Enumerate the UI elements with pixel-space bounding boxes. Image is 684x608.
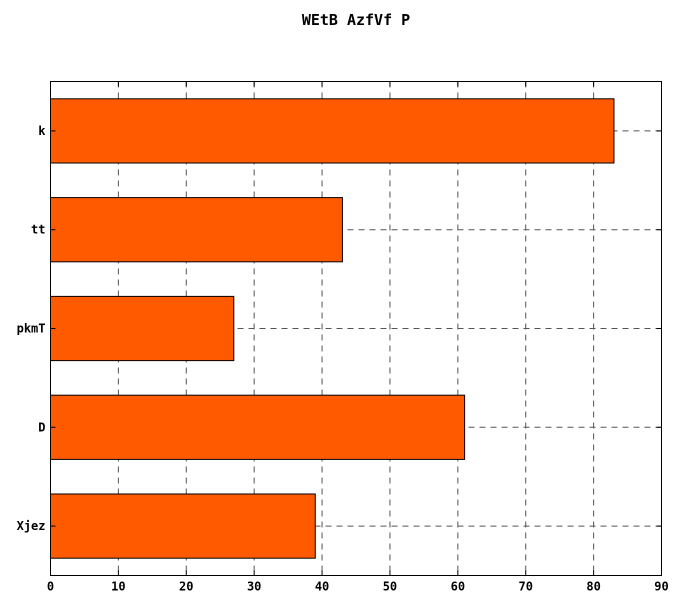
x-tick-label: 0 [47,580,54,594]
chart-title: WEtB AzfVf P [302,11,410,29]
x-tick-label: 10 [111,580,125,594]
x-tick-label: 30 [247,580,261,594]
bar-k [50,98,615,164]
y-axis: k tt pkmT D Xjez [17,124,662,533]
x-tick-label: 80 [586,580,600,594]
bars-layer [50,98,615,559]
x-tick-label: 60 [451,580,465,594]
category-label: tt [31,223,45,237]
x-tick-label: 20 [179,580,193,594]
bar-tt [50,197,343,263]
x-tick-label: 40 [315,580,329,594]
category-label: k [38,124,46,138]
category-label: D [38,420,45,434]
bar-Xjez [50,493,316,559]
bar-pkmT [50,295,235,362]
category-label: Xjez [17,519,46,533]
bar-D [50,394,466,460]
x-tick-label: 70 [518,580,532,594]
category-label: pkmT [17,322,46,336]
x-tick-label: 90 [654,580,668,594]
x-tick-label: 50 [383,580,397,594]
x-axis: 0 10 20 30 40 50 60 70 80 90 [47,81,669,594]
